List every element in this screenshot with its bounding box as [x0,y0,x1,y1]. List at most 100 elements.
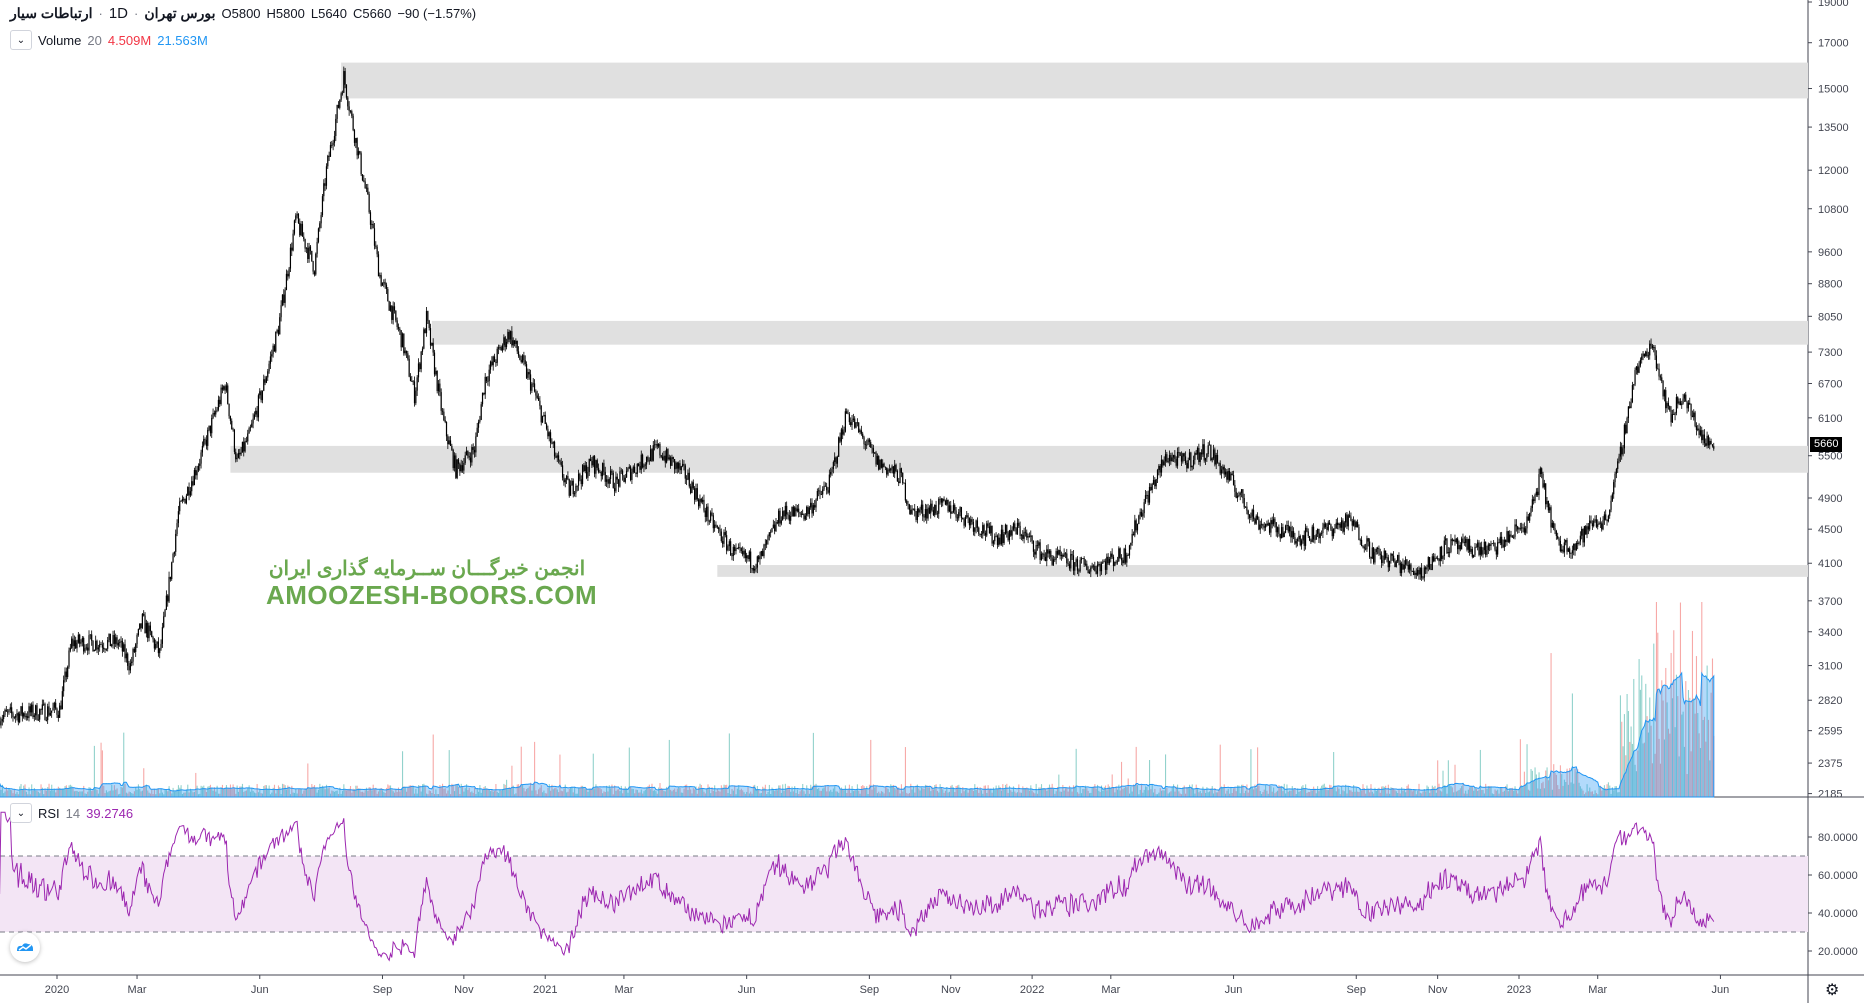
candle [1545,483,1547,510]
candle-body [117,642,119,646]
candle-body [1368,541,1371,557]
volume-bar [49,790,51,797]
candle-body [496,348,498,363]
volume-bar [1418,783,1420,797]
candle [663,450,665,462]
volume-bar [1554,772,1556,797]
candle-body [152,637,154,640]
candle [1287,520,1289,534]
candle-body [1370,556,1372,559]
candle [1222,464,1224,474]
volume-bar [831,791,833,797]
volume-bar [337,794,340,797]
volume-bar [141,790,143,797]
candle-body [579,473,581,480]
candle [539,396,541,410]
candle-body [1503,539,1505,548]
volume-bar [213,787,216,797]
candle-body [654,444,656,446]
candle [1062,553,1064,559]
candle [401,332,404,348]
volume-bar [1458,789,1460,797]
zone-rectangle[interactable] [341,62,1809,99]
candle [1598,521,1600,526]
volume-bar [1649,697,1651,797]
candle [93,649,95,652]
candle [1124,544,1127,565]
candle-body [244,440,246,452]
candle-body [1127,554,1129,556]
candle [1290,521,1292,543]
zone-rectangle[interactable] [431,320,1808,345]
candle-body [968,518,971,526]
candle-body [1581,528,1583,536]
candle-body [377,254,380,277]
candle-body [67,666,69,677]
volume-bar [516,784,518,797]
candle [573,491,576,497]
candle [583,462,585,473]
candle-body [883,463,885,467]
candle [459,462,461,476]
volume-bar [522,784,524,797]
volume-bar [1441,791,1443,797]
volume-bar [1211,786,1213,797]
candle [920,499,922,514]
volume-bar [351,792,353,797]
volume-bar [490,791,492,797]
x-tick-label: Jun [1712,984,1730,996]
candle [807,505,809,517]
candle [69,643,71,653]
candle [1031,535,1033,544]
candle-body [1203,444,1205,461]
candle [124,639,126,663]
candle [291,242,293,257]
candle [565,474,568,485]
candle-body [1489,544,1491,546]
volume-bar [324,789,326,797]
candle [225,381,228,393]
candle [666,447,668,464]
candle [296,211,298,219]
candle-body [100,644,102,645]
candle-body [181,498,183,501]
volume-bar [1317,786,1319,797]
candle-body [1234,484,1236,492]
volume-bar [1269,785,1271,797]
candle-body [220,387,222,405]
candle-body [1426,567,1428,570]
candle [1052,555,1055,567]
candle [702,496,704,505]
candle-body [393,306,396,311]
volume-bar [907,793,909,797]
candle-body [289,247,292,269]
zone-rectangle[interactable] [230,445,1809,473]
volume-bar [1138,794,1140,797]
candle [81,636,83,647]
candle-body [1485,541,1487,555]
candle-body [742,551,744,555]
candle-body [347,97,349,107]
candle [441,408,444,416]
volume-bar [400,788,402,797]
candle-body [3,714,5,719]
candle [1212,444,1215,461]
zone-rectangle[interactable] [717,565,1809,577]
volume-bar [723,784,725,797]
volume-bar [755,789,757,797]
volume-bar [1234,787,1236,797]
candle [1519,522,1521,531]
candle [1087,566,1089,574]
volume-bar [710,793,712,797]
candle-body [1282,527,1284,537]
volume-bar [115,789,117,797]
candle [1558,537,1560,546]
volume-bar [1383,786,1385,797]
volume-bar [1068,785,1071,797]
candle-body [804,515,806,520]
candle-body [1248,514,1251,518]
candle [859,428,861,435]
volume-bar [1027,788,1029,797]
candle [505,338,508,350]
